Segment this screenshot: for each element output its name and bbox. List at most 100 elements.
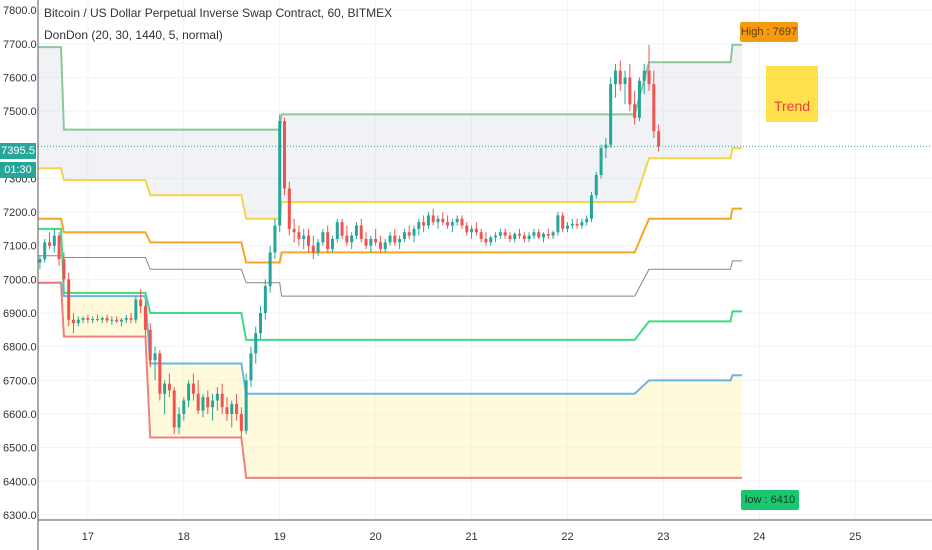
candle-body <box>431 215 435 223</box>
candle-body <box>518 233 522 236</box>
candle-body <box>139 299 143 307</box>
candle-body <box>537 232 541 238</box>
candle-body <box>594 175 598 196</box>
candle-body <box>402 232 406 239</box>
chart-title: Bitcoin / US Dollar Perpetual Inverse Sw… <box>44 6 393 20</box>
candle-body <box>618 70 622 85</box>
candle-body <box>623 77 627 85</box>
low-label: low : 6410 <box>741 490 799 510</box>
countdown-tag: 01:30 <box>0 162 36 178</box>
y-tick-label: 6500.0 <box>3 443 37 455</box>
candle-body <box>383 242 387 250</box>
candle-body <box>239 413 243 431</box>
candle-body <box>609 84 613 145</box>
candle-body <box>335 222 339 239</box>
y-tick-label: 7000.0 <box>3 274 37 286</box>
y-tick-label: 6400.0 <box>3 476 37 488</box>
candle-body <box>172 390 176 428</box>
candle-body <box>187 383 191 401</box>
x-tick-label: 25 <box>849 531 861 543</box>
candle-body <box>542 233 546 238</box>
band-orange <box>38 207 743 264</box>
candle-body <box>307 235 311 246</box>
last-price-tag: 7395.5 <box>0 143 36 159</box>
band-outer_low <box>38 281 743 479</box>
candle-body <box>182 400 186 414</box>
candle-body <box>259 313 263 334</box>
candle-body <box>388 235 392 243</box>
x-tick-label: 23 <box>657 531 669 543</box>
candle-body <box>206 397 210 408</box>
candle-body <box>378 242 382 250</box>
candle-body <box>100 318 104 320</box>
candle-body <box>374 238 378 243</box>
band-yellow <box>38 147 743 220</box>
candle-body <box>546 233 550 236</box>
candle-body <box>38 259 42 263</box>
candle-body <box>484 238 488 243</box>
candle-body <box>268 252 272 287</box>
candle-body <box>225 407 229 414</box>
candle-body <box>398 238 402 243</box>
candle-body <box>115 319 119 322</box>
candle-body <box>196 393 200 411</box>
band-gray <box>38 255 743 297</box>
candle-body <box>633 104 637 118</box>
candle-body <box>599 148 603 176</box>
candle-body <box>211 400 215 408</box>
candle-body <box>48 242 52 246</box>
y-tick-label: 6600.0 <box>3 409 37 421</box>
candle-body <box>105 318 109 321</box>
y-tick-label: 6300.0 <box>3 510 37 522</box>
candle-body <box>369 238 373 246</box>
candle-body <box>297 232 301 239</box>
candle-body <box>522 235 526 239</box>
x-tick-label: 18 <box>178 531 190 543</box>
candle-body <box>215 393 219 401</box>
x-tick-label: 22 <box>561 531 573 543</box>
candle-body <box>565 225 569 229</box>
candle-body <box>330 238 334 250</box>
candle-body <box>441 218 445 223</box>
candle-body <box>321 232 325 243</box>
indicator-label[interactable]: DonDon (20, 30, 1440, 5, normal) <box>44 28 223 42</box>
candle-body <box>508 235 512 239</box>
candle-body <box>350 235 354 243</box>
candle-body <box>354 225 358 236</box>
candle-body <box>91 319 95 321</box>
candle-body <box>417 222 421 229</box>
candle-body <box>316 242 320 253</box>
candle-body <box>311 245 315 253</box>
candle-body <box>167 383 171 391</box>
candle-body <box>244 380 248 431</box>
candle-body <box>273 225 277 253</box>
y-tick-label: 6700.0 <box>3 375 37 387</box>
candle-body <box>657 131 661 147</box>
candle-body <box>340 222 344 236</box>
candle-body <box>407 232 411 236</box>
x-tick-label: 20 <box>370 531 382 543</box>
candle-body <box>43 242 47 260</box>
band-outer_high <box>38 43 743 131</box>
band-blue <box>38 281 743 395</box>
y-tick-label: 7600.0 <box>3 72 37 84</box>
candle-body <box>647 70 651 85</box>
candle-body <box>422 222 426 226</box>
candle-body <box>575 223 579 226</box>
candle-body <box>235 403 239 414</box>
candle-body <box>580 222 584 226</box>
x-tick-label: 21 <box>465 531 477 543</box>
candle-body <box>86 318 90 320</box>
candle-body <box>71 319 75 324</box>
candle-body <box>450 222 454 226</box>
candle-body <box>124 318 128 320</box>
candle-body <box>532 232 536 236</box>
candle-body <box>278 121 282 226</box>
candle-body <box>470 228 474 233</box>
x-tick-label: 19 <box>274 531 286 543</box>
candle-body <box>57 235 61 260</box>
candle-body <box>345 235 349 243</box>
candle-body <box>95 319 99 321</box>
